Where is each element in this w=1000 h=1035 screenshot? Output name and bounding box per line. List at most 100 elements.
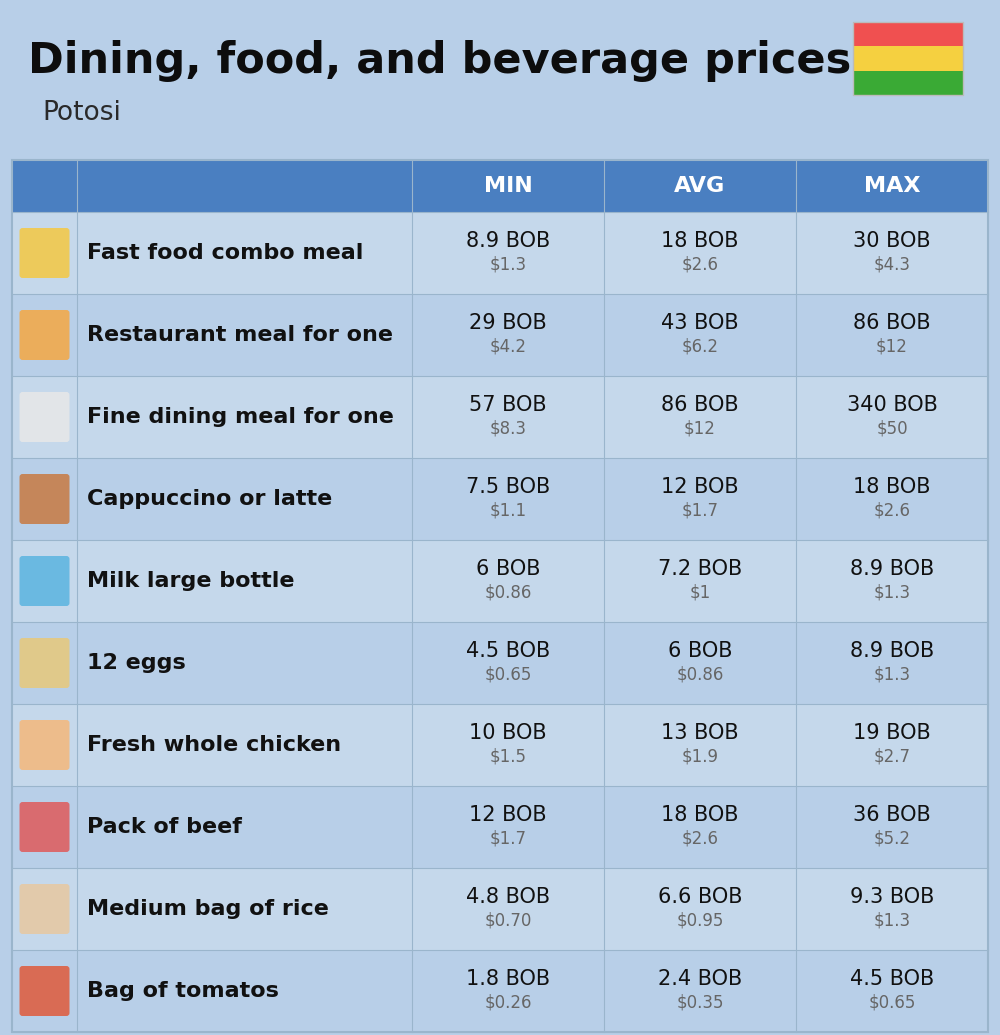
Text: $0.26: $0.26 [484,994,532,1012]
Text: 12 BOB: 12 BOB [661,477,739,497]
Text: $5.2: $5.2 [874,830,910,848]
Text: Fast food combo meal: Fast food combo meal [87,243,363,263]
Text: $1.3: $1.3 [873,666,911,684]
Text: 30 BOB: 30 BOB [853,231,931,252]
Text: 8.9 BOB: 8.9 BOB [466,231,550,252]
Text: $1.9: $1.9 [682,748,718,766]
Text: 86 BOB: 86 BOB [853,313,931,333]
Text: $1.3: $1.3 [873,584,911,602]
Text: 4.5 BOB: 4.5 BOB [466,641,550,661]
Text: $4.2: $4.2 [490,338,526,356]
FancyBboxPatch shape [20,228,70,278]
Text: 10 BOB: 10 BOB [469,723,547,743]
Text: 86 BOB: 86 BOB [661,395,739,415]
Bar [12,212,988,294]
Text: $0.65: $0.65 [484,666,532,684]
Text: Dining, food, and beverage prices: Dining, food, and beverage prices [28,40,851,82]
FancyBboxPatch shape [20,884,70,934]
FancyBboxPatch shape [20,556,70,607]
Text: Milk large bottle: Milk large bottle [87,571,294,591]
Text: 7.5 BOB: 7.5 BOB [466,477,550,497]
Bar [12,622,988,704]
Text: $2.6: $2.6 [874,502,910,520]
Text: 2.4 BOB: 2.4 BOB [658,969,742,989]
Text: 8.9 BOB: 8.9 BOB [850,559,934,579]
Text: $50: $50 [876,420,908,438]
Text: 57 BOB: 57 BOB [469,395,547,415]
Text: $1.5: $1.5 [490,748,526,766]
Text: 6.6 BOB: 6.6 BOB [658,887,742,907]
Text: $0.65: $0.65 [868,994,916,1012]
Text: 6 BOB: 6 BOB [476,559,540,579]
Text: Potosi: Potosi [42,100,121,126]
FancyBboxPatch shape [20,966,70,1016]
Text: Restaurant meal for one: Restaurant meal for one [87,325,393,345]
Text: Fine dining meal for one: Fine dining meal for one [87,407,394,427]
Text: MIN: MIN [484,176,532,196]
Text: $1.1: $1.1 [489,502,527,520]
Text: 4.8 BOB: 4.8 BOB [466,887,550,907]
Text: $2.6: $2.6 [682,830,718,848]
Bar [12,704,988,786]
Bar [853,22,963,47]
Bar [12,868,988,950]
Text: Medium bag of rice: Medium bag of rice [87,899,329,919]
Text: 19 BOB: 19 BOB [853,723,931,743]
Text: $2.7: $2.7 [874,748,910,766]
Text: 9.3 BOB: 9.3 BOB [850,887,934,907]
Text: $1: $1 [689,584,711,602]
Text: $1.7: $1.7 [682,502,718,520]
Text: 43 BOB: 43 BOB [661,313,739,333]
Text: 1.8 BOB: 1.8 BOB [466,969,550,989]
Text: $0.70: $0.70 [484,912,532,930]
Text: 7.2 BOB: 7.2 BOB [658,559,742,579]
Bar [12,540,988,622]
Text: $0.95: $0.95 [676,912,724,930]
Bar [853,47,963,70]
FancyBboxPatch shape [20,802,70,852]
Text: Cappuccino or latte: Cappuccino or latte [87,489,332,509]
Text: 18 BOB: 18 BOB [661,231,739,252]
Text: 36 BOB: 36 BOB [853,805,931,825]
Bar [12,160,988,212]
Text: 29 BOB: 29 BOB [469,313,547,333]
Text: 8.9 BOB: 8.9 BOB [850,641,934,661]
Text: $1.7: $1.7 [490,830,526,848]
Text: $0.86: $0.86 [484,584,532,602]
Text: $12: $12 [876,338,908,356]
FancyBboxPatch shape [20,392,70,442]
Text: 340 BOB: 340 BOB [847,395,937,415]
Text: Pack of beef: Pack of beef [87,817,242,837]
Bar [12,376,988,459]
Bar [853,22,963,95]
Text: $2.6: $2.6 [682,256,718,274]
Bar [12,459,988,540]
Text: $0.35: $0.35 [676,994,724,1012]
Text: Fresh whole chicken: Fresh whole chicken [87,735,341,755]
Text: 12 BOB: 12 BOB [469,805,547,825]
Text: 12 eggs: 12 eggs [87,653,186,673]
Bar [12,950,988,1032]
Text: 4.5 BOB: 4.5 BOB [850,969,934,989]
Bar [12,294,988,376]
Bar [12,160,988,1032]
Text: $0.86: $0.86 [676,666,724,684]
FancyBboxPatch shape [20,720,70,770]
Text: 18 BOB: 18 BOB [853,477,931,497]
Text: $12: $12 [684,420,716,438]
Text: $6.2: $6.2 [682,338,718,356]
Text: AVG: AVG [674,176,726,196]
Text: $8.3: $8.3 [490,420,526,438]
Text: 13 BOB: 13 BOB [661,723,739,743]
Text: MAX: MAX [864,176,920,196]
Text: 6 BOB: 6 BOB [668,641,732,661]
Bar [12,786,988,868]
Text: Bag of tomatos: Bag of tomatos [87,981,279,1001]
Text: $4.3: $4.3 [874,256,910,274]
FancyBboxPatch shape [20,310,70,360]
Text: $1.3: $1.3 [873,912,911,930]
Text: 18 BOB: 18 BOB [661,805,739,825]
Text: $1.3: $1.3 [489,256,527,274]
Bar [853,70,963,95]
FancyBboxPatch shape [20,638,70,688]
